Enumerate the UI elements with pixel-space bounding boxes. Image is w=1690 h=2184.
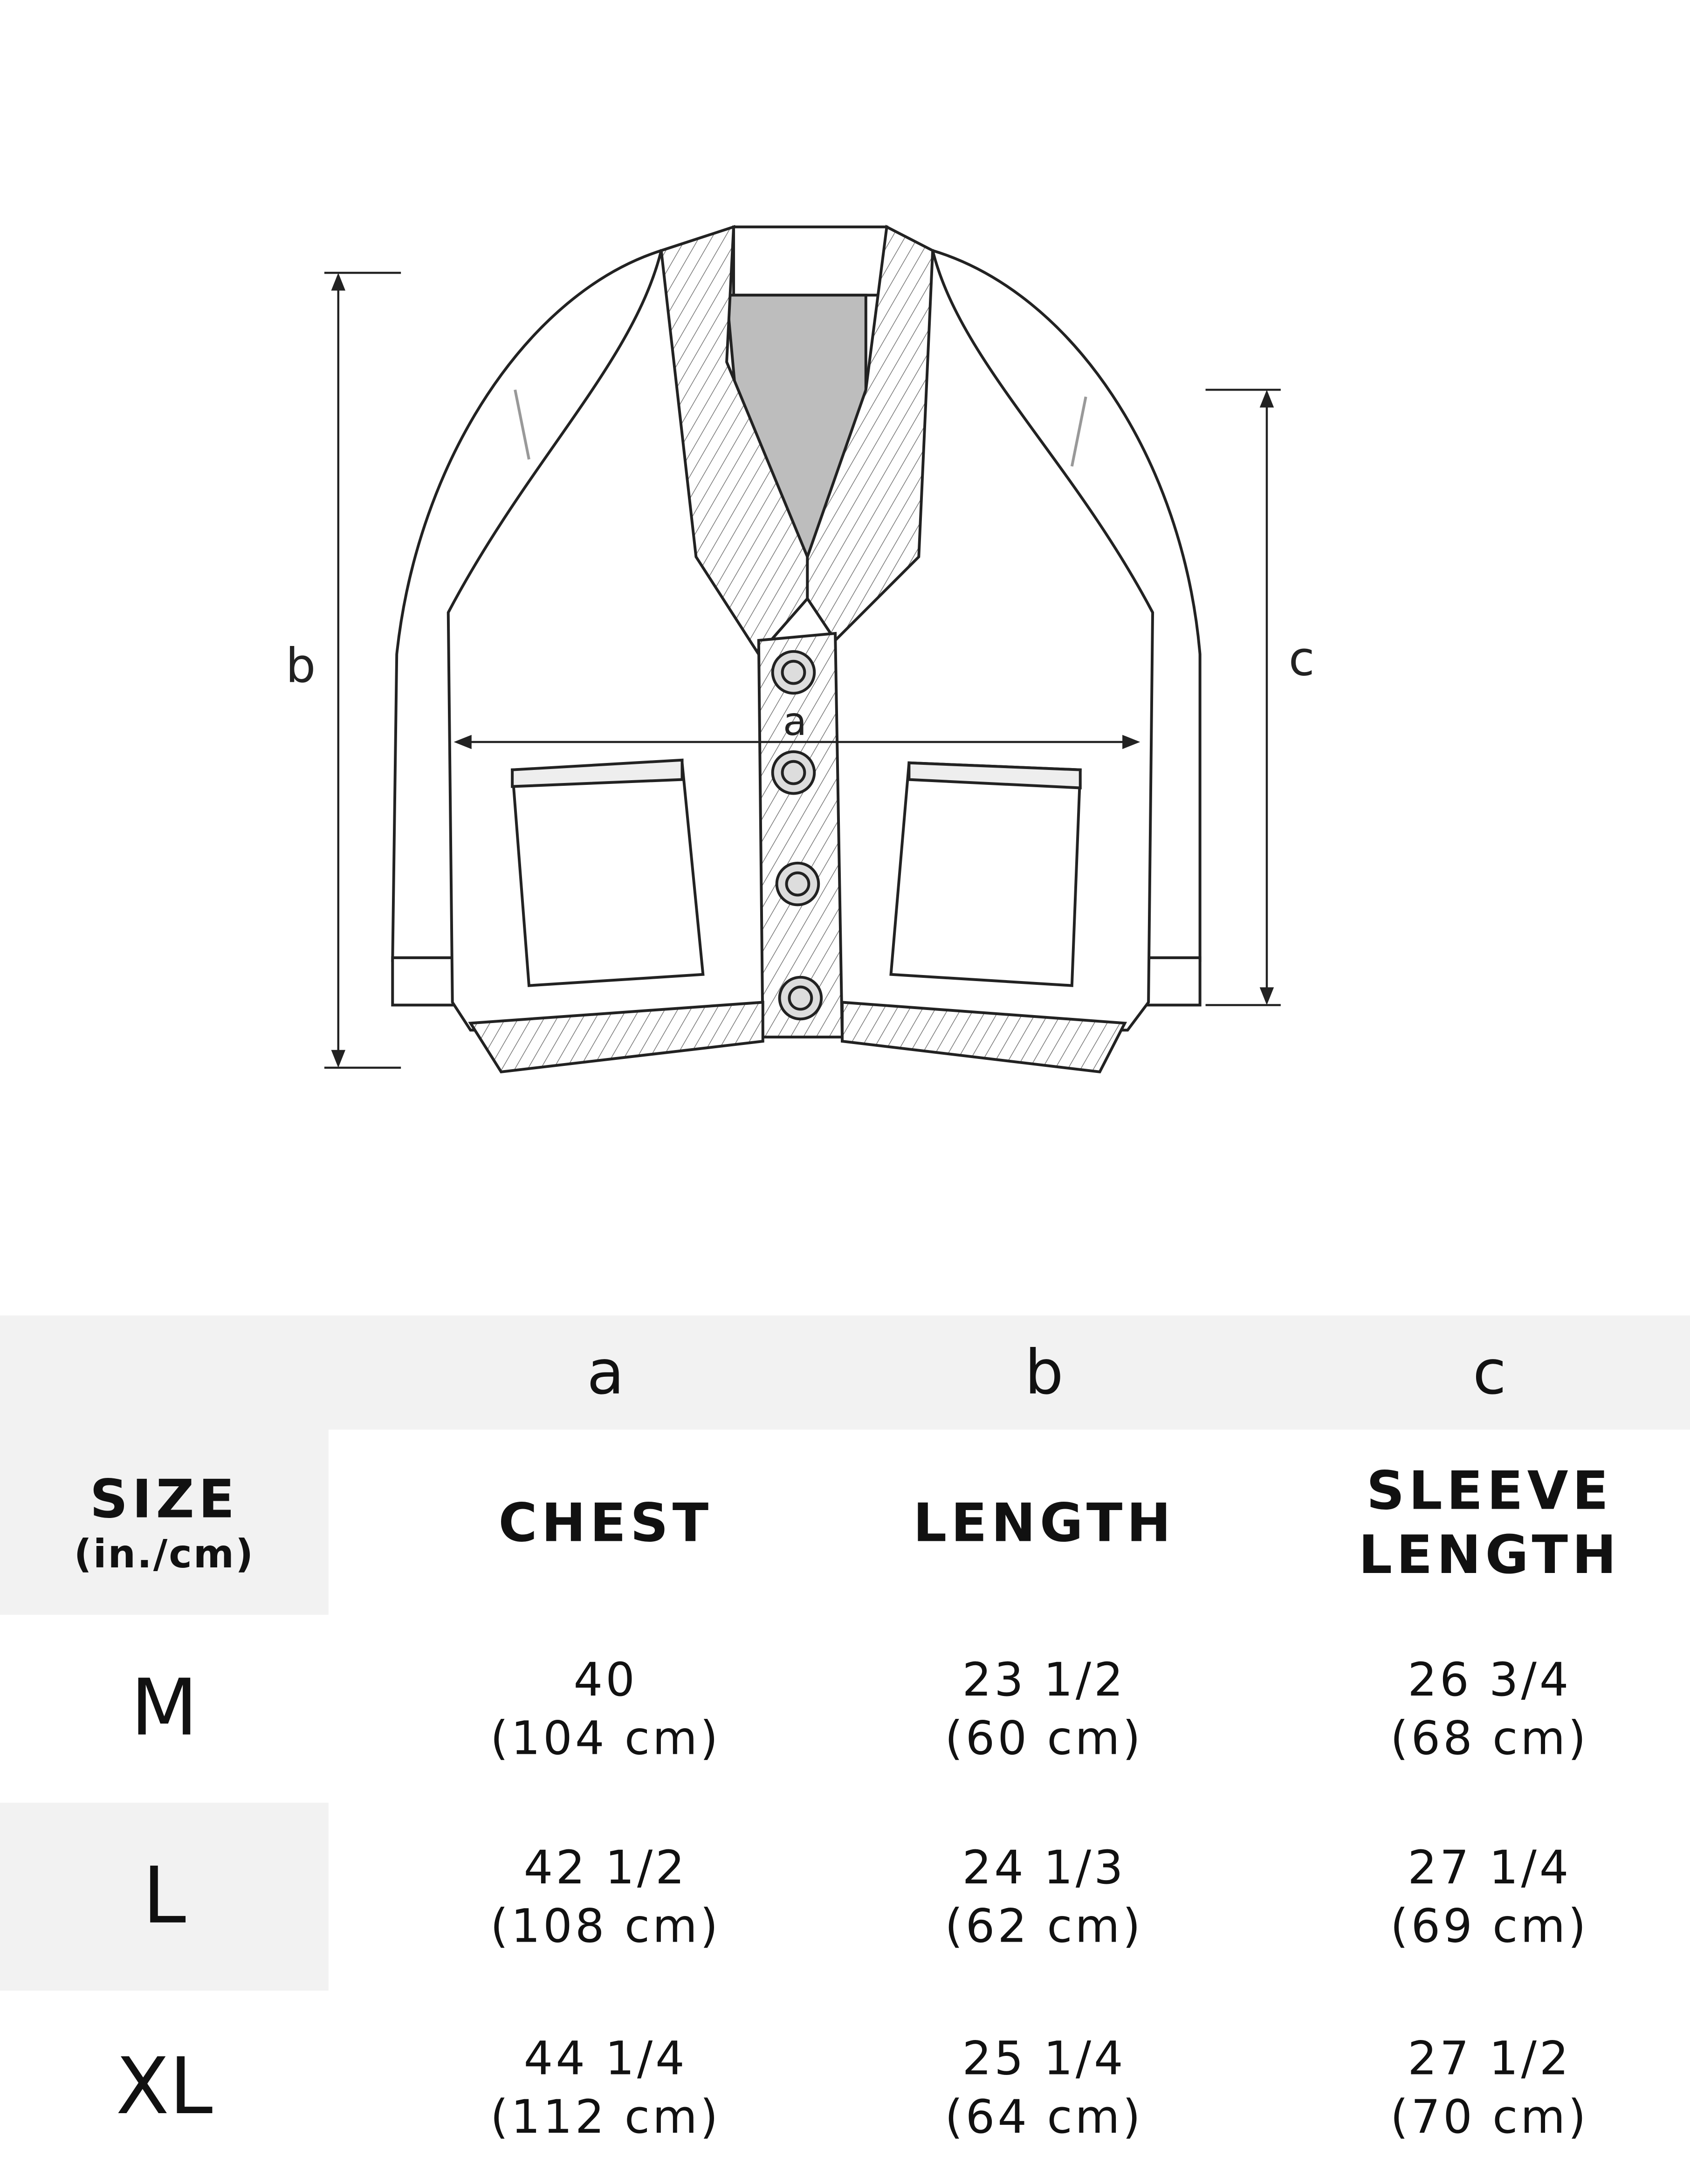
- label-a: a: [783, 699, 807, 744]
- measurement-cell: 25 1/4 (64 cm): [863, 1991, 1225, 2184]
- measurement-cell: 44 1/4 (112 cm): [425, 1991, 787, 2184]
- measurement-cell: 42 1/2 (108 cm): [425, 1803, 787, 1991]
- size-cell: XL: [116, 2042, 213, 2133]
- inch-value: 42 1/2: [523, 1840, 687, 1894]
- inch-value: 24 1/3: [962, 1840, 1126, 1894]
- label-b: b: [286, 639, 316, 694]
- size-header: SIZE (in./cm): [0, 1429, 329, 1615]
- cardigan-outline: [391, 225, 1202, 1074]
- inch-value: 27 1/2: [1408, 2030, 1572, 2085]
- sleeve-line-2: LENGTH: [1358, 1524, 1621, 1585]
- cardigan-diagram: b c a: [286, 225, 1315, 1074]
- cm-value: (64 cm): [945, 2088, 1143, 2143]
- cm-value: (62 cm): [945, 1898, 1143, 1952]
- measurement-cell: 40 (104 cm): [425, 1615, 787, 1803]
- measurement-cell: 23 1/2 (60 cm): [863, 1615, 1225, 1803]
- size-title: SIZE: [89, 1469, 239, 1530]
- label-c: c: [1289, 632, 1315, 687]
- cm-value: (68 cm): [1390, 1710, 1589, 1765]
- size-cell: M: [131, 1663, 198, 1754]
- cm-value: (112 cm): [490, 2088, 721, 2143]
- inch-value: 26 3/4: [1408, 1651, 1572, 1706]
- measurement-cell: 27 1/2 (70 cm): [1309, 1991, 1671, 2184]
- cm-value: (70 cm): [1390, 2088, 1589, 2143]
- inch-value: 27 1/4: [1408, 1840, 1572, 1894]
- dimension-lines: [324, 272, 1281, 1069]
- measurement-cell: 26 3/4 (68 cm): [1309, 1615, 1671, 1803]
- measurement-cell: 24 1/3 (62 cm): [863, 1803, 1225, 1991]
- column-header-length: LENGTH: [913, 1491, 1175, 1553]
- cm-value: (69 cm): [1390, 1898, 1589, 1952]
- measurement-cell: 27 1/4 (69 cm): [1309, 1803, 1671, 1991]
- letter-header-row: [0, 1315, 1690, 1430]
- inch-value: 44 1/4: [523, 2030, 687, 2085]
- column-header-chest: CHEST: [498, 1491, 713, 1553]
- sleeve-line-1: SLEEVE: [1366, 1459, 1613, 1521]
- header-letter-b: b: [1024, 1337, 1064, 1408]
- size-unit: (in./cm): [74, 1531, 255, 1578]
- header-letter-c: c: [1472, 1337, 1506, 1408]
- size-cell: L: [0, 1802, 329, 1991]
- cm-value: (60 cm): [945, 1710, 1143, 1765]
- inch-value: 23 1/2: [962, 1651, 1126, 1706]
- inch-value: 40: [573, 1651, 638, 1706]
- inch-value: 25 1/4: [962, 2030, 1126, 2085]
- column-header-sleeve-length: SLEEVE LENGTH: [1309, 1429, 1671, 1614]
- cm-value: (104 cm): [490, 1710, 721, 1765]
- cm-value: (108 cm): [490, 1898, 721, 1952]
- header-letter-a: a: [586, 1337, 625, 1408]
